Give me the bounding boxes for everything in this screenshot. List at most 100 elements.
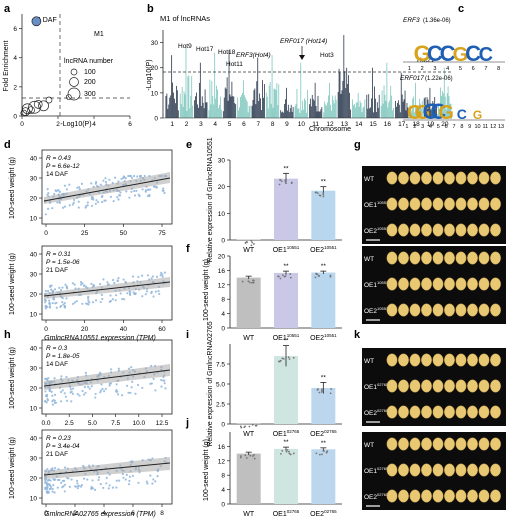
scatter-point [78, 187, 81, 191]
b-bar [201, 96, 203, 118]
b-bar [443, 67, 445, 118]
b-bar [242, 80, 244, 118]
b-bar [396, 106, 397, 118]
b-bar [434, 96, 436, 118]
bar-dot [253, 243, 255, 245]
panel-label-d: d [4, 139, 11, 151]
bar-category-label: OE210551 [310, 333, 337, 342]
scatter-point [81, 302, 84, 305]
scatter-point [53, 377, 56, 380]
scatter-xtick-label: 10.0 [132, 420, 145, 427]
d-bot-ylabel: 100-seed weight (g) [9, 253, 16, 315]
panel-d: 0 25 50 75 10 20 30 40 0 20 40 60 10 20 30 40 R = 0.43… [9, 149, 173, 342]
seed [478, 171, 490, 185]
b-chrom-label: 8 [271, 121, 275, 128]
seed [444, 197, 455, 211]
scatter-point [116, 279, 119, 282]
b-bar [195, 96, 196, 118]
b-bar [435, 108, 437, 118]
seed [490, 223, 501, 237]
seed [398, 379, 409, 393]
scatter-point [108, 484, 111, 487]
scatter-point [53, 288, 57, 291]
seed [455, 197, 467, 211]
scatter-point [114, 294, 118, 297]
b-bar [345, 88, 347, 118]
seed [432, 437, 444, 451]
seed [478, 223, 490, 237]
scatter-point [65, 297, 68, 300]
scatter-point [94, 182, 97, 185]
b-bar [341, 90, 343, 118]
b-bar [234, 103, 236, 118]
scatter-point [149, 382, 152, 385]
b-bar [367, 108, 369, 118]
b-bar [169, 97, 171, 118]
scatter-point [118, 479, 121, 482]
seed [432, 171, 444, 185]
panel-label-a: a [4, 3, 11, 15]
scatter-point [127, 483, 131, 486]
scatter-point [73, 198, 76, 201]
bar-dot [288, 450, 290, 453]
scatter-point [87, 299, 90, 302]
b-bar [266, 96, 268, 118]
seed [398, 197, 409, 211]
b-ann-hot3: Hot3 [320, 52, 334, 59]
b-chrom-label: 6 [242, 121, 246, 128]
d-bot-p: P = 1.5e-06 [46, 259, 80, 266]
b-bar [343, 35, 345, 118]
b-bar [274, 88, 276, 118]
scatter-point [134, 392, 137, 395]
bar-category-superscript: 10551 [287, 245, 300, 250]
seed [409, 379, 421, 393]
panel-a: 0 2 4 6 0 2 4 6 14 DAF M1 Fold Enrichment -Log1… [3, 14, 132, 128]
b-bar [265, 92, 267, 118]
seed [490, 303, 501, 317]
scatter-point [75, 300, 78, 303]
seed [455, 223, 467, 237]
bar-dot [288, 452, 291, 455]
scatter-point [88, 301, 91, 304]
bar-ytick-label: 16 [218, 268, 226, 275]
seed [386, 223, 398, 237]
b-bar [388, 102, 390, 118]
b-bar [269, 81, 271, 118]
scatter-point [45, 393, 49, 396]
b-bar [172, 82, 173, 118]
h-bot-ylabel: 100-seed weight (g) [9, 437, 16, 499]
bar-category-superscript: 10551 [324, 245, 337, 250]
c-tick: 3 [433, 66, 436, 72]
b-bar [303, 109, 305, 118]
b-bar [189, 108, 191, 118]
scatter-point [136, 383, 140, 387]
scatter-point [73, 283, 76, 286]
scatter-point [119, 191, 122, 194]
scatter-point [117, 367, 120, 370]
b-bar [386, 62, 388, 118]
bar-dot [292, 452, 295, 455]
bar-dot [278, 360, 280, 363]
seed [409, 197, 421, 211]
b-bar [397, 100, 399, 118]
a-point [45, 96, 53, 104]
bar [274, 448, 298, 504]
scatter-point [84, 371, 87, 375]
seed [444, 437, 455, 451]
seed [467, 223, 478, 237]
scatter-point [129, 290, 132, 294]
scatter-point [96, 201, 100, 204]
b-bar [185, 47, 187, 118]
c-motif2-p: (1.22e-06) [425, 76, 453, 82]
scatter-point [68, 204, 71, 207]
b-bar [174, 98, 175, 118]
scatter-point [80, 483, 83, 487]
bar [236, 423, 261, 424]
b-bar [222, 111, 224, 118]
scatter-point [54, 478, 57, 481]
bar-dot [281, 357, 284, 360]
scatter-point [91, 196, 95, 199]
b-bar [446, 93, 448, 118]
b-chrom-label: 10 [298, 121, 306, 128]
scatter-point [59, 288, 63, 292]
